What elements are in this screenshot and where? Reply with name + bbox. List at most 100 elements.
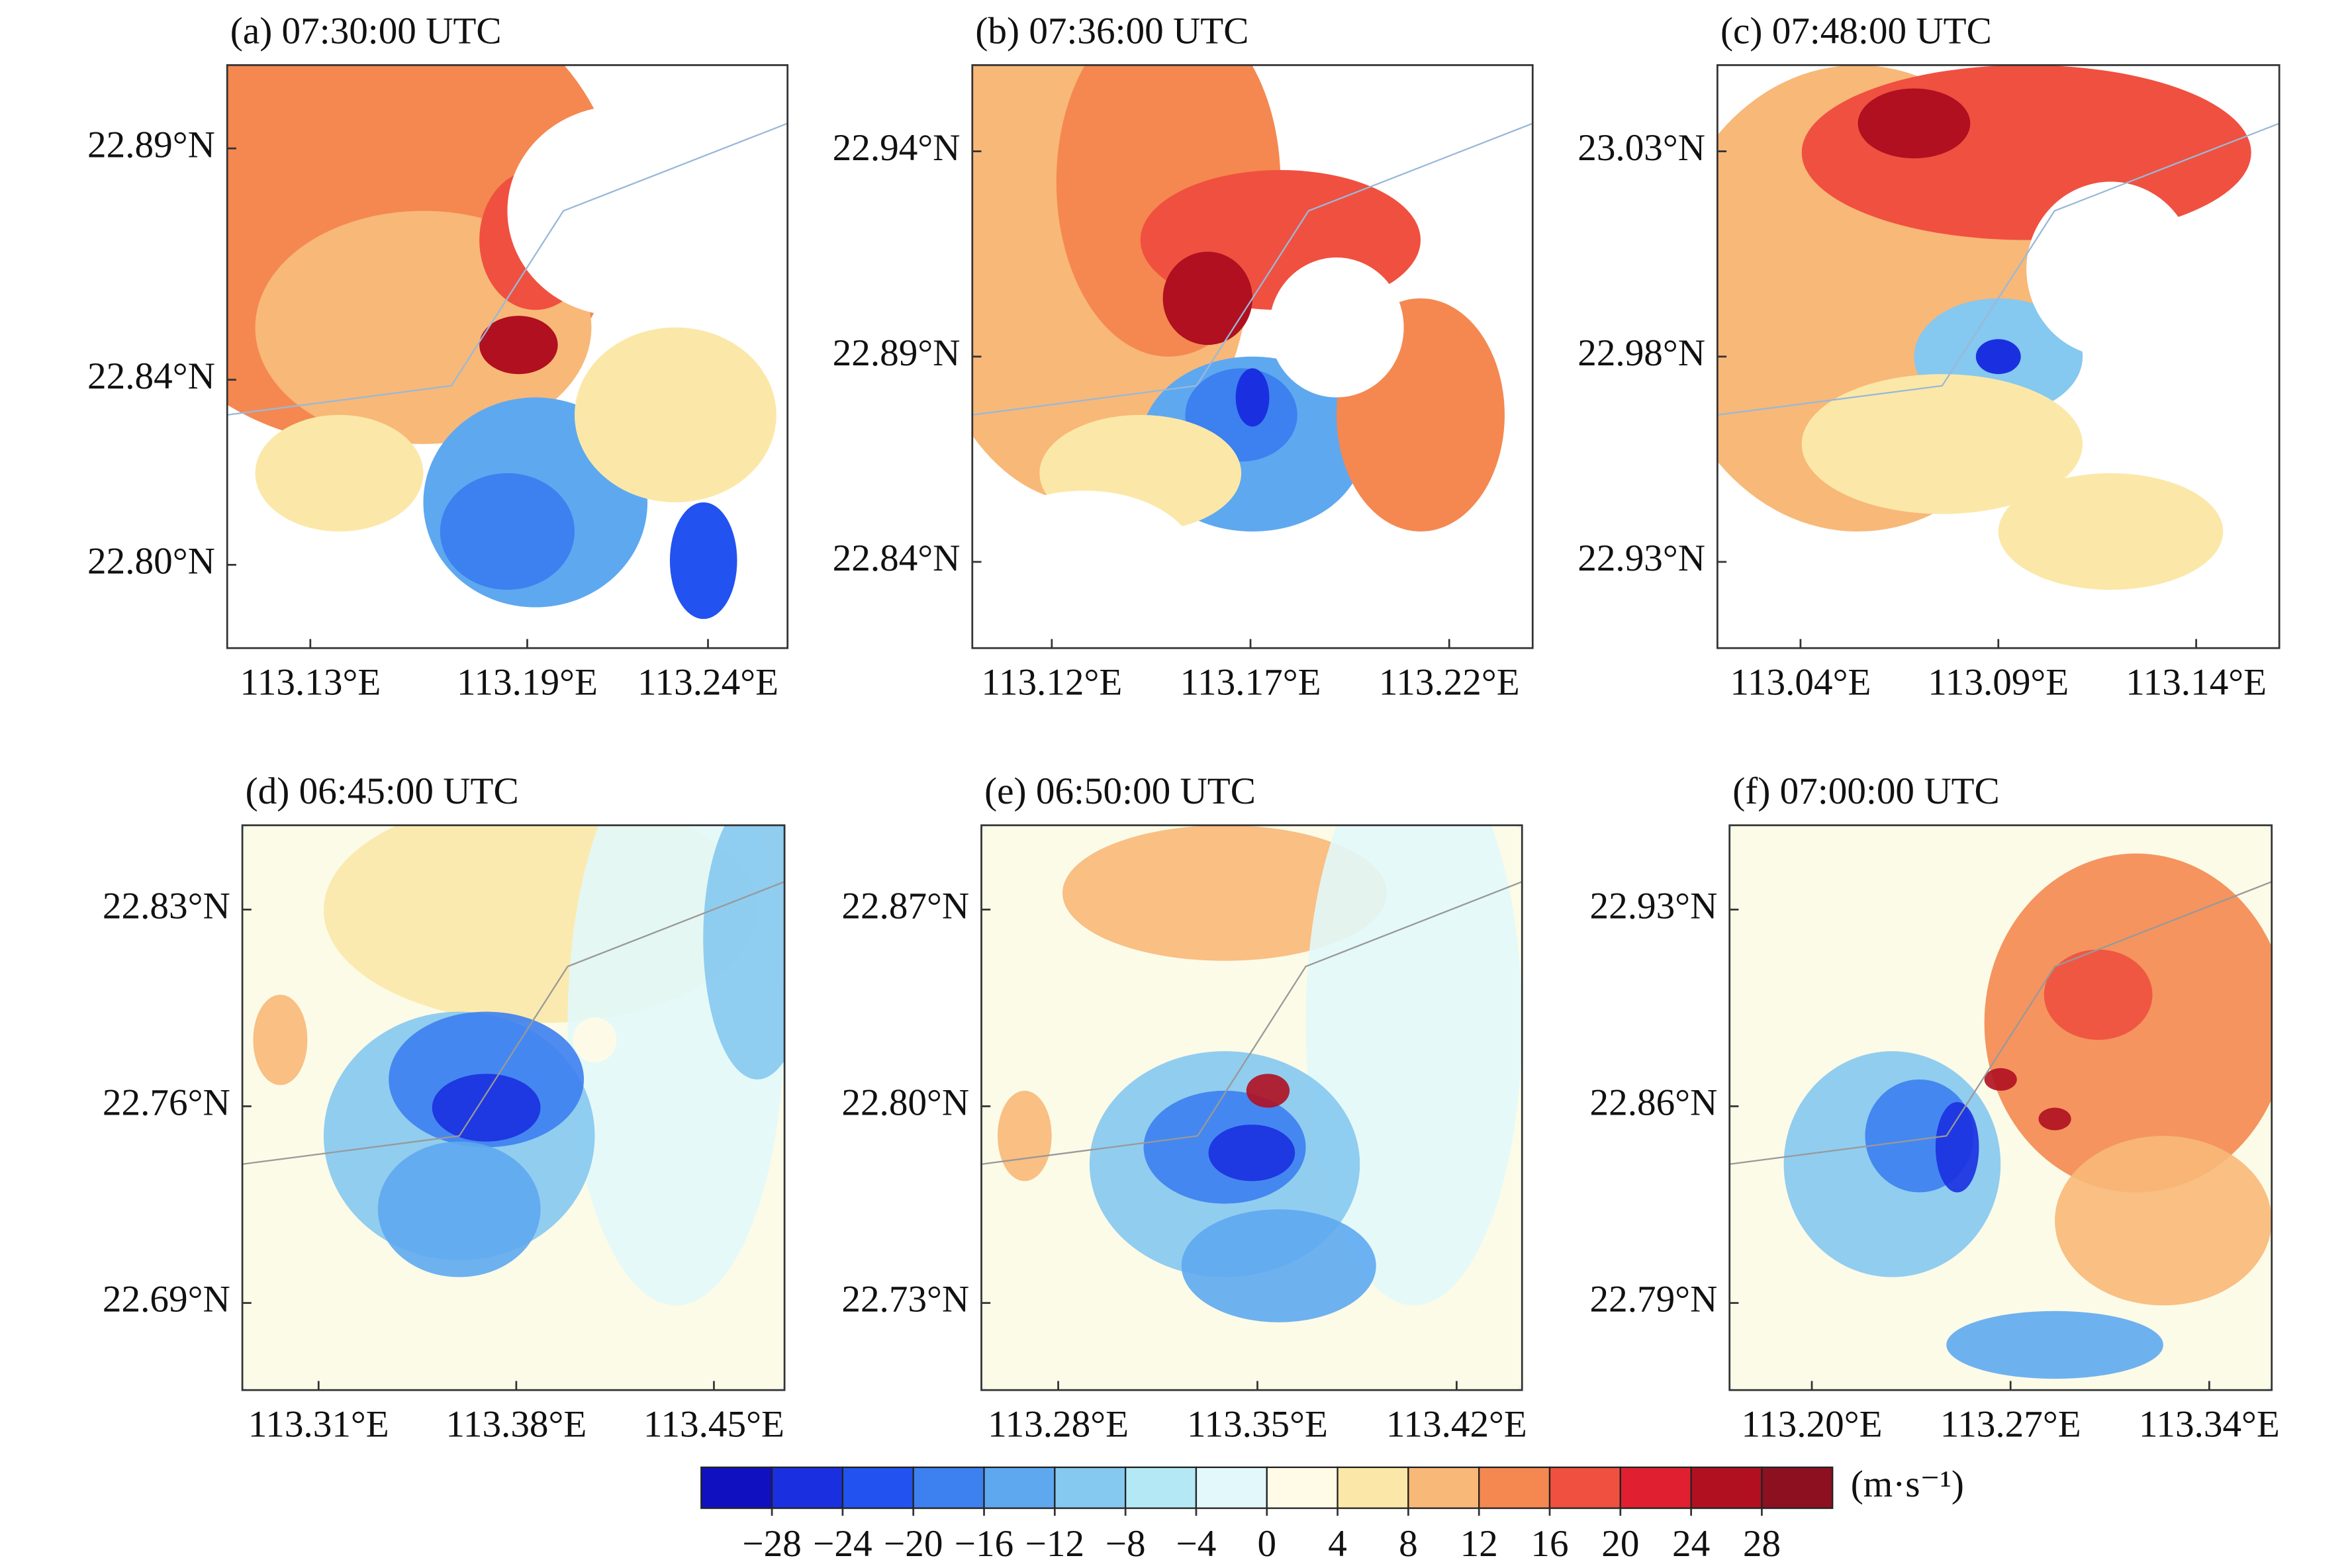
panel-frame bbox=[226, 64, 789, 649]
boundary bbox=[227, 122, 788, 416]
field-blob bbox=[2044, 949, 2153, 1040]
x-tick-label: 113.45°E bbox=[643, 1404, 784, 1446]
panel-title: (a) 07:30:00 UTC bbox=[230, 11, 502, 52]
field-blob bbox=[377, 1141, 541, 1277]
x-tick-label: 113.17°E bbox=[1180, 661, 1321, 703]
field-blob bbox=[1162, 252, 1253, 346]
boundary bbox=[1729, 881, 2272, 1165]
panel-frame bbox=[1728, 824, 2273, 1391]
colorbar-tick-label: −16 bbox=[955, 1523, 1013, 1565]
colorbar-box bbox=[1266, 1466, 1339, 1509]
map-field bbox=[981, 825, 1523, 1391]
field-blob bbox=[575, 327, 776, 502]
colorbar-box bbox=[1619, 1466, 1692, 1509]
field-blob bbox=[255, 414, 424, 532]
y-tick-label: 22.94°N bbox=[833, 127, 961, 169]
field-blob bbox=[1801, 374, 2083, 514]
x-tick-label: 113.14°E bbox=[2126, 661, 2267, 703]
colorbar-tick-label: −12 bbox=[1025, 1523, 1084, 1565]
y-tick-label: 22.87°N bbox=[841, 885, 969, 927]
y-tick-label: 22.89°N bbox=[87, 124, 215, 165]
field-blob bbox=[1946, 1311, 2163, 1379]
panel-frame bbox=[980, 824, 1523, 1391]
colorbar-tick-label: 16 bbox=[1530, 1523, 1568, 1565]
y-tick-label: 22.80°N bbox=[87, 540, 215, 582]
field-blob bbox=[1181, 1209, 1376, 1322]
colorbar-box bbox=[1690, 1466, 1763, 1509]
colorbar-box bbox=[1407, 1466, 1480, 1509]
panel-title: (d) 06:45:00 UTC bbox=[246, 770, 519, 812]
x-tick-label: 113.35°E bbox=[1187, 1404, 1328, 1446]
y-tick-label: 22.89°N bbox=[833, 332, 961, 374]
field-blob bbox=[432, 1074, 541, 1142]
y-tick-label: 23.03°N bbox=[1577, 127, 1705, 169]
x-tick-label: 113.24°E bbox=[637, 661, 778, 703]
boundary bbox=[972, 122, 1533, 416]
colorbar-box bbox=[983, 1466, 1056, 1509]
field-blob bbox=[703, 825, 785, 1080]
colorbar-tick-label: 24 bbox=[1672, 1523, 1710, 1565]
colorbar-tick-label: 12 bbox=[1460, 1523, 1498, 1565]
y-tick-label: 22.80°N bbox=[841, 1082, 969, 1124]
map-field bbox=[972, 65, 1533, 649]
panel-title: (b) 07:36:00 UTC bbox=[975, 11, 1248, 52]
field-blob bbox=[1975, 339, 2021, 375]
x-tick-label: 113.38°E bbox=[446, 1404, 587, 1446]
colorbar-box bbox=[1478, 1466, 1551, 1509]
field-blob bbox=[669, 502, 737, 620]
y-tick-label: 22.79°N bbox=[1590, 1279, 1718, 1320]
panel-title: (c) 07:48:00 UTC bbox=[1720, 11, 1992, 52]
field-blob bbox=[479, 316, 558, 375]
map-field bbox=[1717, 65, 2280, 649]
field-blob bbox=[1062, 825, 1388, 961]
colorbar-tick-label: 8 bbox=[1399, 1523, 1418, 1565]
panel-frame bbox=[241, 824, 786, 1391]
y-tick-label: 22.84°N bbox=[833, 537, 961, 579]
colorbar-tick-label: −24 bbox=[813, 1523, 872, 1565]
x-tick-label: 113.19°E bbox=[457, 661, 598, 703]
field-blob bbox=[1269, 257, 1404, 398]
boundary bbox=[1717, 122, 2280, 416]
x-tick-label: 113.04°E bbox=[1730, 661, 1871, 703]
colorbar-tick-label: 4 bbox=[1328, 1523, 1347, 1565]
colorbar-box bbox=[912, 1466, 985, 1509]
colorbar-tick-label: −4 bbox=[1176, 1523, 1217, 1565]
x-tick-label: 113.27°E bbox=[1940, 1404, 2081, 1446]
boundary bbox=[981, 881, 1523, 1165]
x-tick-label: 113.22°E bbox=[1379, 661, 1520, 703]
colorbar-box bbox=[1054, 1466, 1127, 1509]
field-blob bbox=[1984, 1068, 2017, 1091]
x-tick-label: 113.42°E bbox=[1386, 1404, 1527, 1446]
colorbar-box bbox=[700, 1466, 773, 1509]
field-blob bbox=[1235, 368, 1270, 427]
x-tick-label: 113.31°E bbox=[248, 1404, 389, 1446]
x-tick-label: 113.20°E bbox=[1742, 1404, 1883, 1446]
field-blob bbox=[1717, 531, 1942, 649]
x-tick-label: 113.34°E bbox=[2139, 1404, 2280, 1446]
field-blob bbox=[1208, 1125, 1295, 1181]
x-tick-label: 113.13°E bbox=[240, 661, 381, 703]
colorbar-box bbox=[1548, 1466, 1621, 1509]
map-field bbox=[1729, 825, 2272, 1391]
y-tick-label: 22.73°N bbox=[841, 1279, 969, 1320]
x-tick-label: 113.28°E bbox=[988, 1404, 1129, 1446]
y-tick-label: 22.69°N bbox=[103, 1279, 230, 1320]
field-blob bbox=[972, 490, 1197, 631]
field-blob bbox=[1246, 1074, 1290, 1108]
colorbar-box bbox=[1337, 1466, 1409, 1509]
colorbar-unit: (m·s⁻¹) bbox=[1851, 1463, 1964, 1505]
field-blob bbox=[1801, 65, 2251, 240]
y-tick-label: 22.98°N bbox=[1577, 332, 1705, 374]
field-blob bbox=[998, 1090, 1052, 1181]
y-tick-label: 22.83°N bbox=[103, 885, 230, 927]
colorbar-tick-label: 20 bbox=[1601, 1523, 1639, 1565]
colorbar-tick-label: −20 bbox=[884, 1523, 943, 1565]
panel-title: (f) 07:00:00 UTC bbox=[1732, 770, 1999, 812]
colorbar-box bbox=[1125, 1466, 1198, 1509]
field-blob bbox=[1858, 88, 1971, 159]
colorbar-box bbox=[841, 1466, 914, 1509]
colorbar-box bbox=[1195, 1466, 1268, 1509]
y-tick-label: 22.84°N bbox=[87, 355, 215, 397]
field-blob bbox=[2038, 1107, 2071, 1130]
